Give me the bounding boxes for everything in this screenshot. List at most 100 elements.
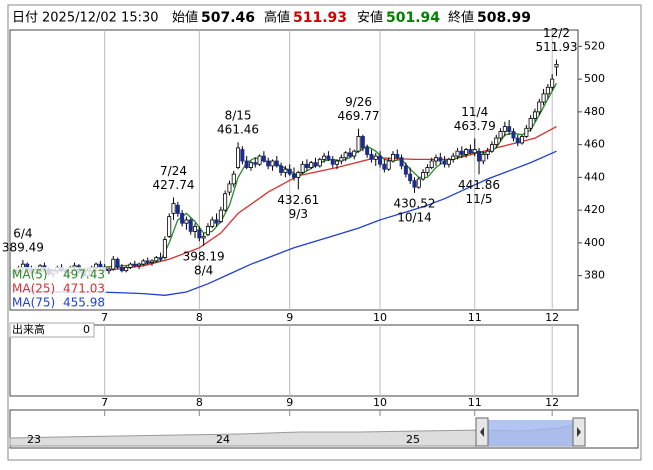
candle-body (240, 149, 245, 162)
candle-body (429, 160, 434, 168)
candle-body (412, 180, 417, 188)
legend-value: 455.98 (63, 296, 105, 310)
x-tick-label: 11 (468, 396, 482, 409)
candle-body (352, 150, 357, 157)
candle-body (421, 172, 426, 180)
y-tick-label: 420 (584, 203, 605, 216)
candle-body (378, 155, 383, 165)
candle-body (369, 154, 374, 160)
x-tick-label: 11 (468, 311, 482, 324)
candle-body (386, 160, 391, 170)
x-tick-label: 12 (545, 311, 559, 324)
candle-body (511, 131, 516, 139)
low-value: 501.94 (386, 10, 440, 26)
candle-body (283, 168, 288, 173)
candle-body (403, 165, 408, 175)
close-value: 508.99 (477, 10, 531, 26)
candle-body (317, 158, 322, 167)
candle-body (145, 260, 150, 263)
candle-body (528, 118, 533, 129)
candle-body (464, 149, 469, 155)
candle-body (257, 155, 262, 165)
candle-body (425, 167, 430, 173)
datetime: 2025/12/02 15:30 (42, 11, 159, 26)
legend-label: MA(5) (12, 268, 48, 282)
candle-body (279, 165, 284, 173)
volume-panel (9, 324, 579, 397)
candle-body (128, 263, 133, 268)
navigator-year: 25 (406, 433, 420, 446)
open-value: 507.46 (201, 10, 255, 26)
candle-body (231, 173, 236, 185)
candle-body (330, 158, 335, 165)
candle-body (119, 267, 124, 272)
legend-label: MA(25) (12, 282, 55, 296)
candle-body (106, 268, 111, 272)
candle-body (472, 149, 477, 154)
candle-body (498, 131, 503, 139)
handle-arrow (480, 427, 484, 437)
close-label: 終値 (448, 10, 474, 26)
candle-body (365, 147, 370, 155)
candle-body (395, 154, 400, 159)
candle-body (489, 144, 494, 152)
candle-body (485, 150, 490, 155)
navigator-range (488, 420, 573, 446)
candle-body (274, 160, 279, 167)
candle-body (201, 235, 206, 239)
x-tick-label: 7 (101, 396, 108, 409)
candle-body (223, 193, 228, 211)
candle-body (197, 229, 202, 239)
candle-body (266, 160, 271, 167)
candle-body (188, 219, 193, 232)
candle-body (313, 162, 318, 167)
candle-body (214, 219, 219, 224)
x-tick-label: 9 (286, 396, 293, 409)
annotation-value: 461.46 (217, 123, 259, 137)
candle-body (507, 126, 512, 132)
annotation-date: 11/4 (461, 105, 488, 119)
annotation-value: 427.74 (153, 178, 195, 192)
candle-body (554, 64, 559, 68)
candle-body (481, 154, 486, 162)
candle-body (180, 212, 185, 224)
navigator: 23 24 25 (9, 409, 639, 449)
candle-body (137, 263, 142, 267)
x-tick-label: 9 (286, 311, 293, 324)
annotation-date: 8/4 (194, 263, 213, 277)
candle-body (347, 152, 352, 157)
candle-body (210, 219, 215, 227)
x-tick-label: 12 (545, 396, 559, 409)
candle-body (287, 168, 292, 175)
candle-body (296, 172, 301, 178)
candle-body (309, 162, 314, 168)
candle-body (193, 226, 198, 232)
annotation-date: 9/26 (345, 95, 372, 109)
volume-value: 0 (83, 323, 90, 336)
candle-body (468, 149, 473, 154)
candle-body (477, 150, 482, 162)
candle-body (154, 257, 159, 262)
x-tick-label: 10 (373, 396, 387, 409)
candle-body (343, 152, 348, 159)
navigator-year: 23 (27, 433, 41, 446)
high-value: 511.93 (293, 10, 347, 26)
annotation-value: 469.77 (338, 109, 380, 123)
annotation-value: 511.93 (535, 40, 577, 54)
candle-body (158, 257, 163, 260)
candle-body (115, 258, 120, 268)
handle-arrow (577, 427, 581, 437)
annotation-date: 11/5 (466, 192, 493, 206)
candle-body (545, 86, 550, 95)
candle-body (248, 162, 253, 168)
candle-body (326, 155, 331, 160)
candle-body (399, 157, 404, 167)
candle-body (141, 260, 146, 265)
y-tick-label: 520 (584, 39, 605, 52)
candle-body (442, 160, 447, 165)
candle-body (339, 157, 344, 162)
candle-body (356, 136, 361, 152)
candle-body (162, 239, 167, 259)
candle-body (124, 267, 129, 272)
candle-body (291, 173, 296, 178)
